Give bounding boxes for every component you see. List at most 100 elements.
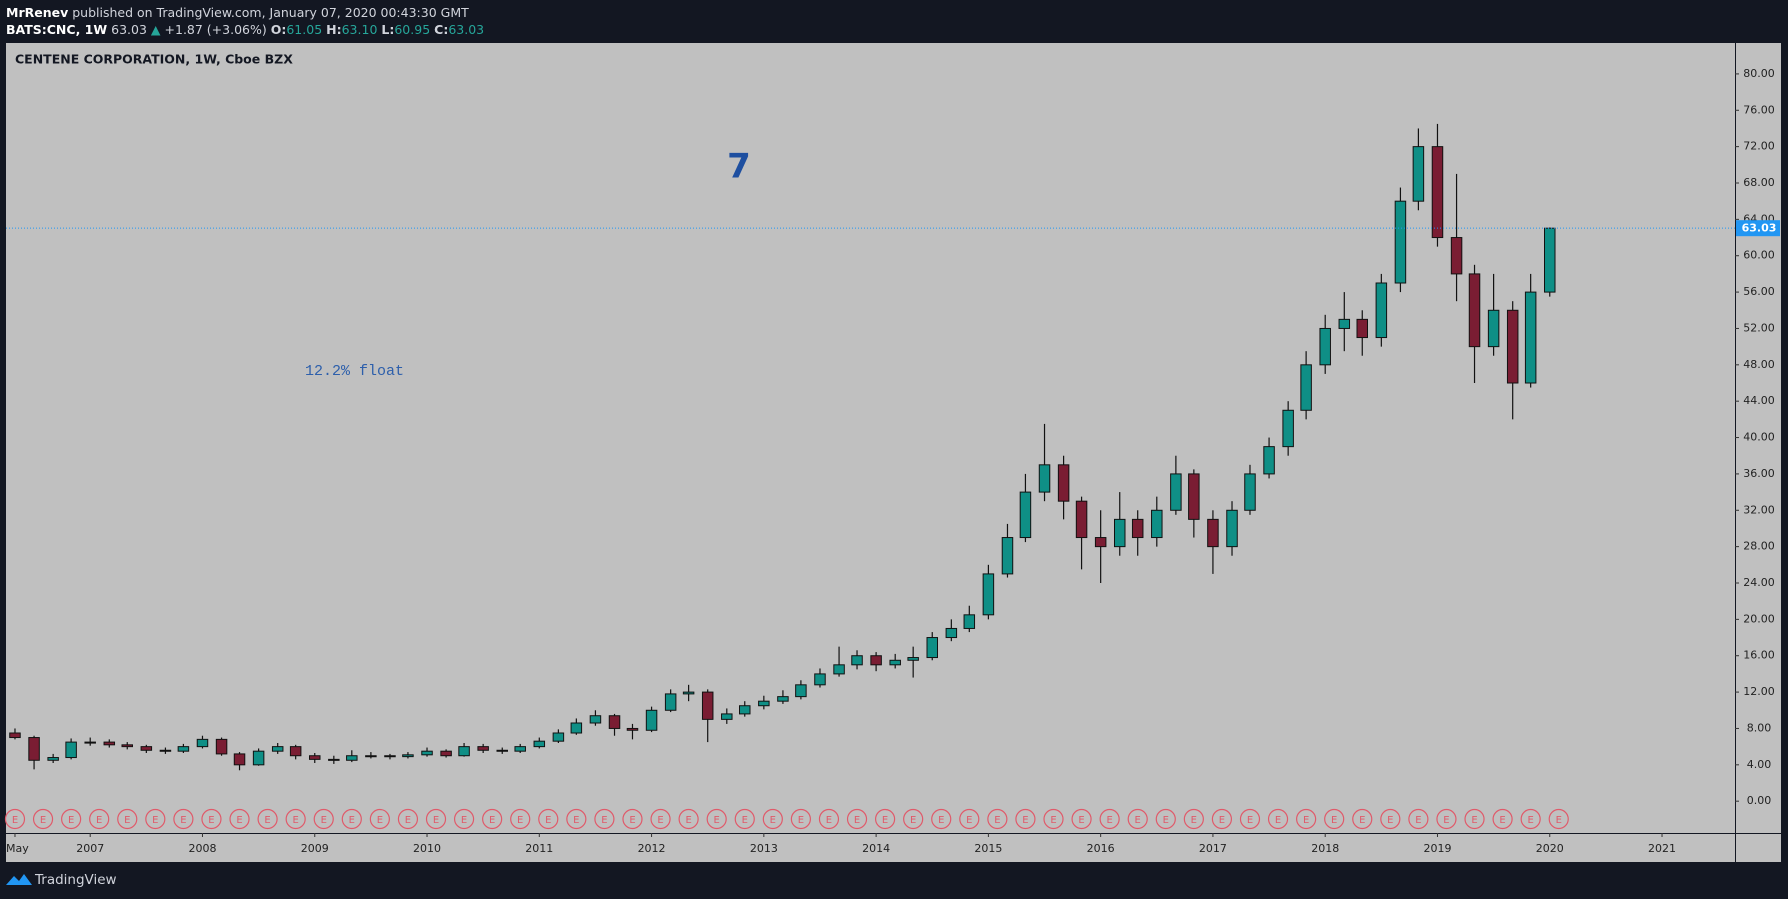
earnings-marker xyxy=(1043,808,1064,830)
x-tick-label: 2012 xyxy=(638,842,666,855)
candle-body xyxy=(1487,309,1500,348)
earnings-label: E xyxy=(798,815,804,826)
earnings-label: E xyxy=(1022,815,1028,826)
last: 63.03 xyxy=(111,22,147,37)
candle-body xyxy=(458,746,470,757)
y-tick-label: 60.00 xyxy=(1743,249,1775,262)
candle-body xyxy=(1394,200,1407,284)
candle-body xyxy=(1075,500,1088,539)
y-tick-label: 16.00 xyxy=(1743,649,1775,662)
candle-body xyxy=(159,749,172,752)
candle-body xyxy=(514,746,526,752)
earnings-label: E xyxy=(96,815,102,826)
earnings-label: E xyxy=(601,815,607,826)
y-tick-label: 68.00 xyxy=(1743,176,1775,189)
earnings-label: E xyxy=(1163,815,1169,826)
annotation: 12.2% float xyxy=(305,363,404,380)
earnings-label: E xyxy=(321,815,327,826)
candle-body xyxy=(945,627,958,639)
earnings-label: E xyxy=(264,815,270,826)
candle-body xyxy=(1019,491,1032,539)
candle-body xyxy=(1338,318,1351,329)
earnings-marker xyxy=(145,808,166,830)
y-tick-label: 72.00 xyxy=(1743,140,1775,153)
earnings-marker xyxy=(4,808,26,830)
earnings-label: E xyxy=(377,815,383,826)
x-tick-label: 2011 xyxy=(525,842,553,855)
candle-body xyxy=(1412,146,1425,202)
candle-body xyxy=(28,737,40,761)
earnings-marker xyxy=(1520,808,1541,830)
earnings-label: E xyxy=(1135,815,1141,826)
candle-body xyxy=(926,637,938,659)
earnings-label: E xyxy=(1303,815,1309,826)
candle-body xyxy=(1506,309,1519,384)
x-tick-label: 2007 xyxy=(76,842,104,855)
x-tick-label: 2017 xyxy=(1199,842,1227,855)
x-tick-label: May xyxy=(6,842,29,855)
earnings-label: E xyxy=(545,815,551,826)
candle-body xyxy=(1300,364,1312,411)
earnings-marker xyxy=(594,808,615,830)
y-tick-label: 24.00 xyxy=(1743,576,1775,589)
ohlc-value: 63.03 xyxy=(448,22,484,37)
earnings-label: E xyxy=(1078,815,1084,826)
earnings-marker xyxy=(1548,808,1569,830)
change: +1.87 (+3.06%) xyxy=(165,22,267,37)
candle-body xyxy=(215,738,228,755)
earnings-marker xyxy=(1211,808,1233,830)
earnings-marker xyxy=(1183,808,1204,830)
x-tick-label: 2020 xyxy=(1536,842,1564,855)
earnings-label: E xyxy=(770,815,776,826)
candle-body xyxy=(84,741,96,744)
candle-body xyxy=(758,700,770,707)
published: published on TradingView.com, January 07… xyxy=(72,5,469,20)
y-tick-label: 80.00 xyxy=(1743,67,1775,80)
y-tick-label: 8.00 xyxy=(1747,721,1772,734)
earnings-marker xyxy=(89,808,110,830)
candle-body xyxy=(589,715,602,724)
earnings-label: E xyxy=(1191,815,1197,826)
earnings-marker xyxy=(173,808,194,830)
earnings-marker xyxy=(369,808,390,830)
earnings-label: E xyxy=(1275,815,1281,826)
candle-body xyxy=(402,754,414,758)
y-tick-label: 52.00 xyxy=(1743,321,1775,334)
candle-body xyxy=(103,741,116,746)
earnings-marker xyxy=(622,808,643,830)
quote-line: BATS:CNC, 1W 63.03 ▲ +1.87 (+3.06%) O:61… xyxy=(6,22,484,37)
candle-body xyxy=(196,738,209,748)
candle-body xyxy=(1038,464,1051,493)
y-tick-label: 32.00 xyxy=(1743,503,1775,516)
earnings-label: E xyxy=(910,815,916,826)
publish-line: MrRenev published on TradingView.com, Ja… xyxy=(6,5,469,20)
earnings-marker xyxy=(229,808,250,830)
earnings-marker xyxy=(425,808,447,830)
candle-body xyxy=(1188,473,1200,520)
x-tick-label: 2015 xyxy=(974,842,1002,855)
candle-body xyxy=(65,741,77,759)
x-tick-label: 2016 xyxy=(1087,842,1115,855)
earnings-marker xyxy=(397,808,419,830)
candle-body xyxy=(552,732,565,742)
candle-body xyxy=(1375,282,1388,339)
earnings-label: E xyxy=(1247,815,1253,826)
earnings-marker xyxy=(650,808,671,830)
earnings-marker xyxy=(61,808,82,830)
ohlc-label: H: xyxy=(326,22,341,37)
last-price-label: 63.03 xyxy=(1742,222,1777,235)
earnings-marker xyxy=(510,808,531,830)
earnings-marker xyxy=(1099,808,1120,830)
candle-body xyxy=(1282,409,1294,448)
earnings-label: E xyxy=(1443,815,1449,826)
earnings-marker xyxy=(734,808,755,830)
candle-body xyxy=(47,757,59,761)
candle-body xyxy=(477,746,489,751)
earnings-label: E xyxy=(292,815,298,826)
earnings-label: E xyxy=(1527,815,1533,826)
earnings-marker xyxy=(1324,808,1345,830)
y-tick-label: 36.00 xyxy=(1743,467,1775,480)
earnings-label: E xyxy=(180,815,186,826)
earnings-label: E xyxy=(966,815,972,826)
